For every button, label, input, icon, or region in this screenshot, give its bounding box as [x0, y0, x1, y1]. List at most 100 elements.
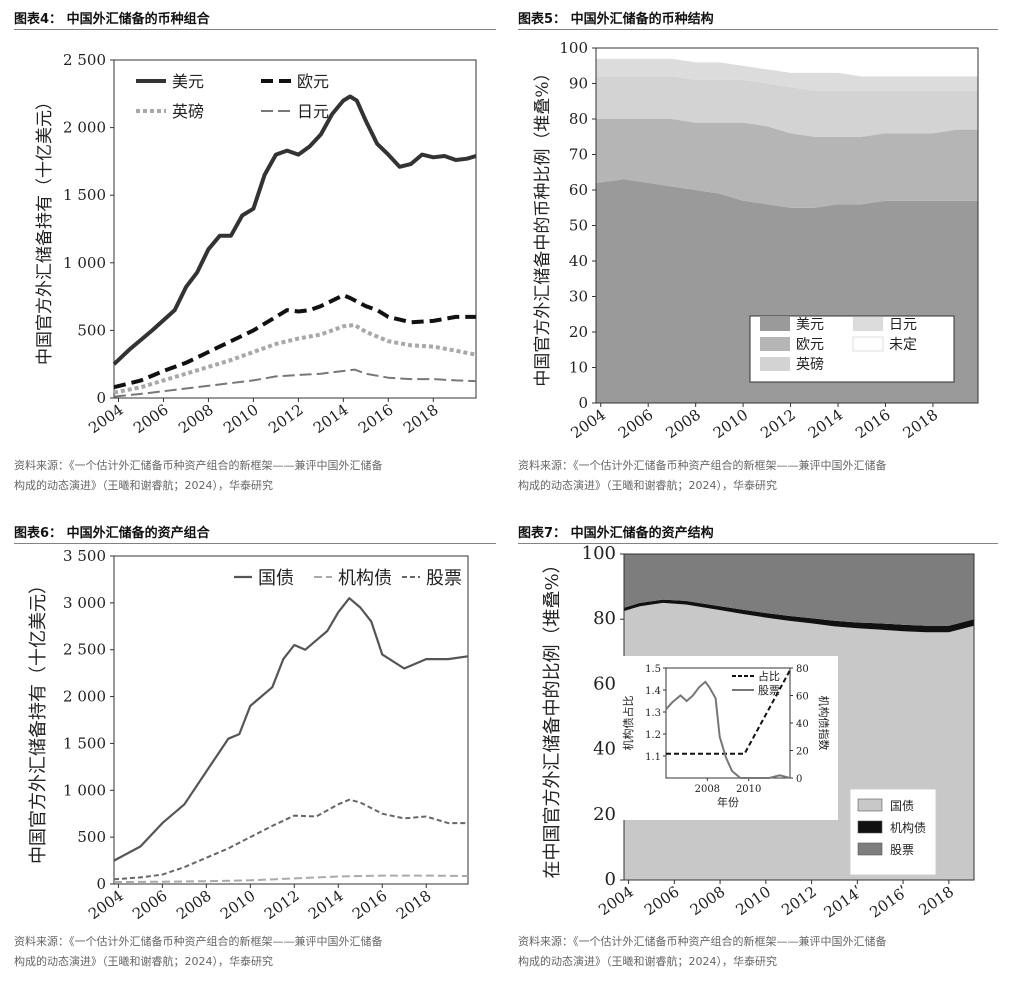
fig6-ytick-label: 500 [77, 828, 106, 846]
fig5-ytick-label: 50 [569, 217, 588, 235]
fig7-legend-label: 机构债 [890, 820, 926, 835]
fig4-legend-label-gbp: 英磅 [172, 102, 204, 121]
fig7-xtick-label: 2008 [687, 883, 729, 920]
fig5-xtick-label: 2012 [757, 406, 799, 443]
fig4-legend-label-jpy: 日元 [297, 102, 329, 121]
fig5-area-英磅 [596, 76, 978, 137]
fig5-ytick-label: 80 [569, 110, 588, 128]
fig4-xtick-label: 2012 [265, 401, 307, 438]
fig7-inset-ytick-right-label: 60 [796, 692, 809, 703]
fig7-legend-swatch [857, 798, 883, 812]
fig5-xtick-label: 2010 [710, 406, 752, 443]
fig5-ytick-label: 20 [569, 323, 588, 341]
fig4-series-line-gbp [113, 323, 477, 395]
fig6-ytick-label: 1 500 [63, 734, 106, 752]
fig7-ytick-label: 100 [582, 544, 616, 564]
fig6-xtick-label: 2012 [261, 887, 303, 924]
fig6-xtick-label: 2010 [217, 887, 259, 924]
fig7-area-股票 [624, 554, 974, 626]
fig7-inset-ytick-right-label: 40 [796, 719, 809, 730]
fig5-ytick-label: 60 [569, 181, 588, 199]
fig5-legend-swatch [760, 337, 790, 351]
fig7-inset-ytick-right-label: 20 [796, 747, 809, 758]
fig4-xtick-label: 2014 [310, 401, 352, 438]
fig7-inset-ytick-right-label: 0 [796, 774, 802, 785]
fig5-ytick-label: 90 [569, 75, 588, 93]
fig4-xtick-label: 2010 [220, 401, 262, 438]
figure-5-divider [518, 29, 998, 30]
fig4-legend-label-usd: 美元 [172, 72, 204, 91]
fig4-xtick-label: 2008 [175, 401, 217, 438]
fig4-ytick-label: 0 [96, 389, 106, 407]
figure-4-divider [14, 29, 496, 30]
fig7-inset-line-股票 [665, 680, 791, 779]
fig5-xtick-label: 2014 [805, 406, 847, 443]
figure-4-panel: 图表4： 中国外汇储备的币种组合 0 500 1 000 1 500 2 000 2 50… [14, 8, 496, 493]
figure-7-source-line1: 资料来源：《一个估计外汇储备币种资产组合的新框架——兼评中国外汇储备 [518, 935, 887, 948]
fig7-inset-line-占比 [666, 669, 791, 755]
figure-6-source-line1: 资料来源：《一个估计外汇储备币种资产组合的新框架——兼评中国外汇储备 [14, 935, 383, 948]
fig6-ytick-label: 1 000 [63, 781, 106, 799]
figure-7-panel: 图表7： 中国外汇储备的资产结构 0 20 40 60 80 100 2004 2006 200… [518, 522, 998, 982]
fig7-inset-ytick-left-label: 1.2 [645, 730, 661, 741]
fig6-ytick-label: 3 500 [63, 547, 106, 565]
fig7-inset-ytick-left-label: 1.4 [645, 686, 661, 697]
fig7-inset-ytick-left-label: 1.5 [645, 664, 661, 675]
fig4-axes-frame [113, 59, 477, 399]
fig5-legend-label: 日元 [889, 317, 917, 333]
fig4-ytick-label: 1 000 [63, 254, 106, 272]
fig6-xtick-label: 2018 [393, 887, 435, 924]
fig5-ytick-label: 30 [569, 288, 588, 306]
fig5-ytick-label: 10 [569, 359, 588, 377]
fig5-legend-swatch [760, 357, 790, 371]
fig4-series-line-jpy [113, 368, 477, 398]
fig5-ylabel: 中国官方外汇储备中的币种比例（堆叠%） [533, 64, 553, 386]
fig7-inset-ytick-left-label: 1.3 [645, 708, 661, 719]
figure-5-source-line1: 资料来源：《一个估计外汇储备币种资产组合的新框架——兼评中国外汇储备 [518, 459, 887, 472]
fig7-ytick-label: 0 [605, 869, 616, 890]
fig7-xtick-label: 2018 [916, 883, 958, 920]
fig4-xtick-label: 2018 [400, 401, 442, 438]
figure-4-source-line1: 资料来源：《一个估计外汇储备币种资产组合的新框架——兼评中国外汇储备 [14, 459, 383, 472]
fig7-ytick-label: 60 [593, 673, 616, 694]
fig4-xtick-label: 2016 [355, 401, 397, 438]
fig4-legend-label-eur: 欧元 [297, 72, 329, 91]
figure-6-source-line2: 构成的动态演进》（王曦和谢睿航；2024），华泰研究 [14, 955, 273, 968]
fig5-legend-label: 英磅 [796, 356, 824, 373]
fig6-xtick-label: 2006 [129, 887, 171, 924]
fig5-area-未定 [596, 48, 978, 77]
fig5-legend-swatch [760, 317, 790, 331]
fig4-ylabel: 中国官方外汇储备持有（十亿美元） [35, 93, 55, 365]
fig6-xtick-label: 2014 [305, 887, 347, 924]
fig6-series-line-agency [113, 874, 469, 884]
fig5-xtick-label: 2004 [567, 406, 609, 443]
fig7-xtick-label: 2006 [641, 883, 683, 920]
figure-6-divider [14, 543, 496, 544]
fig5-ytick-label: 40 [569, 252, 588, 270]
fig6-legend-label-equity: 股票 [426, 568, 462, 589]
fig7-xtick-label: 2016ʹ [866, 883, 911, 922]
fig7-ytick-label: 40 [593, 739, 616, 760]
fig7-ytick-label: 20 [593, 804, 616, 825]
fig5-legend-swatch [852, 336, 884, 352]
fig5-ytick-label: 100 [559, 39, 588, 57]
figure-4-source-line2: 构成的动态演进》（王曦和谢睿航；2024），华泰研究 [14, 479, 273, 492]
fig7-inset-legend-label: 占比 [758, 669, 780, 683]
figure-6-source: 资料来源：《一个估计外汇储备币种资产组合的新框架——兼评中国外汇储备 构成的动态… [14, 932, 494, 972]
fig6-series-line-equity [113, 798, 468, 881]
fig5-legend-label: 美元 [796, 317, 824, 333]
fig6-series-line-treasury [113, 597, 469, 862]
fig7-inset-bg [618, 656, 838, 820]
fig4-xtick-label: 2006 [130, 401, 172, 438]
fig7-xtick-label: 2010 [733, 883, 775, 920]
fig6-xtick-label: 2008 [173, 887, 215, 924]
fig4-series-line-usd [112, 94, 477, 366]
fig7-inset-xtick-label: 2008 [695, 784, 720, 795]
fig6-ytick-label: 3 000 [63, 594, 106, 612]
fig7-inset-ylabel-left: 机构债占比 [621, 696, 635, 751]
fig5-xtick-label: 2018 [900, 406, 942, 443]
fig5-ytick-label: 70 [569, 146, 588, 164]
fig4-series-line-eur [113, 293, 476, 390]
figure-7-title: 图表7： 中国外汇储备的资产结构 [518, 526, 714, 541]
fig5-xtick-label: 2008 [662, 406, 704, 443]
